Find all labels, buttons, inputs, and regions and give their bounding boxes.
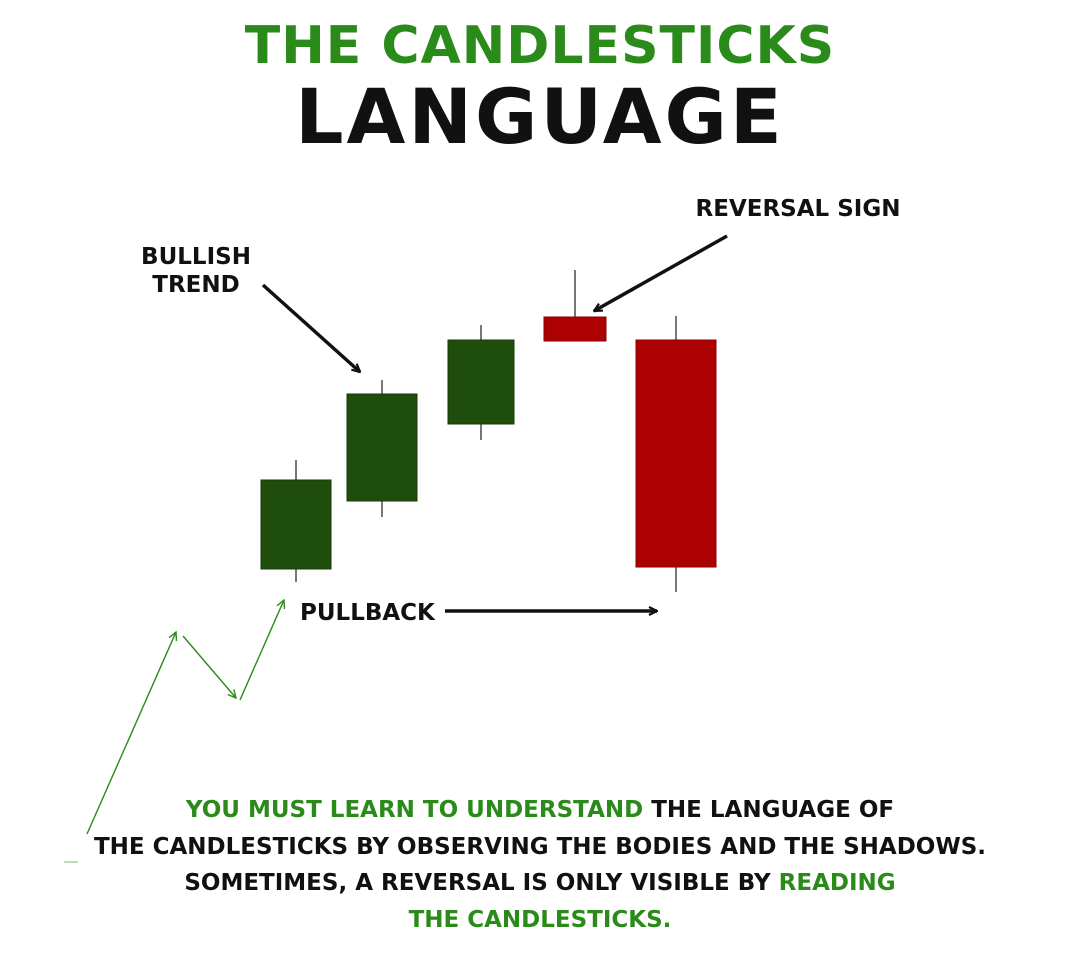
footer-line-3: SOMETIMES, A REVERSAL IS ONLY VISIBLE BY… [0, 865, 1080, 902]
candle-1-bullish-body [260, 479, 332, 570]
green-trend-arrow-down [182, 635, 236, 698]
footer-line-1-black: THE LANGUAGE OF [643, 797, 895, 823]
candles [260, 270, 717, 592]
candle-2-bullish-body [346, 393, 418, 502]
footer-line-2: THE CANDLESTICKS BY OBSERVING THE BODIES… [93, 833, 987, 860]
title-line-1: THE CANDLESTICKS [244, 16, 836, 76]
bullish-trend-arrow [261, 283, 360, 372]
footer-line-3-black: SOMETIMES, A REVERSAL IS ONLY VISIBLE BY [184, 870, 779, 896]
footer-line-1: YOU MUST LEARN TO UNDERSTAND THE LANGUAG… [0, 792, 1080, 829]
reversal-sign-arrow [594, 234, 728, 313]
bullish-trend-label-line2: TREND [152, 272, 239, 298]
title-line-2: LANGUAGE [295, 72, 785, 161]
footer-line-3-green: READING [778, 870, 896, 896]
reversal-sign-label: REVERSAL SIGN [696, 196, 901, 222]
candle-3-bullish-body [447, 339, 515, 425]
footer-text: YOU MUST LEARN TO UNDERSTAND THE LANGUAG… [0, 792, 1080, 938]
pullback-label: PULLBACK [300, 600, 436, 626]
bullish-trend-label: BULLISH [141, 244, 251, 270]
footer-line-4: THE CANDLESTICKS. [408, 906, 672, 933]
candle-4-bearish-body [543, 316, 607, 342]
green-trend-arrow-up-1 [86, 632, 176, 835]
footer-line-1-green: YOU MUST LEARN TO UNDERSTAND [185, 797, 644, 823]
candle-5-bearish-body [635, 339, 717, 568]
green-trend-arrow-up-2 [239, 600, 284, 701]
